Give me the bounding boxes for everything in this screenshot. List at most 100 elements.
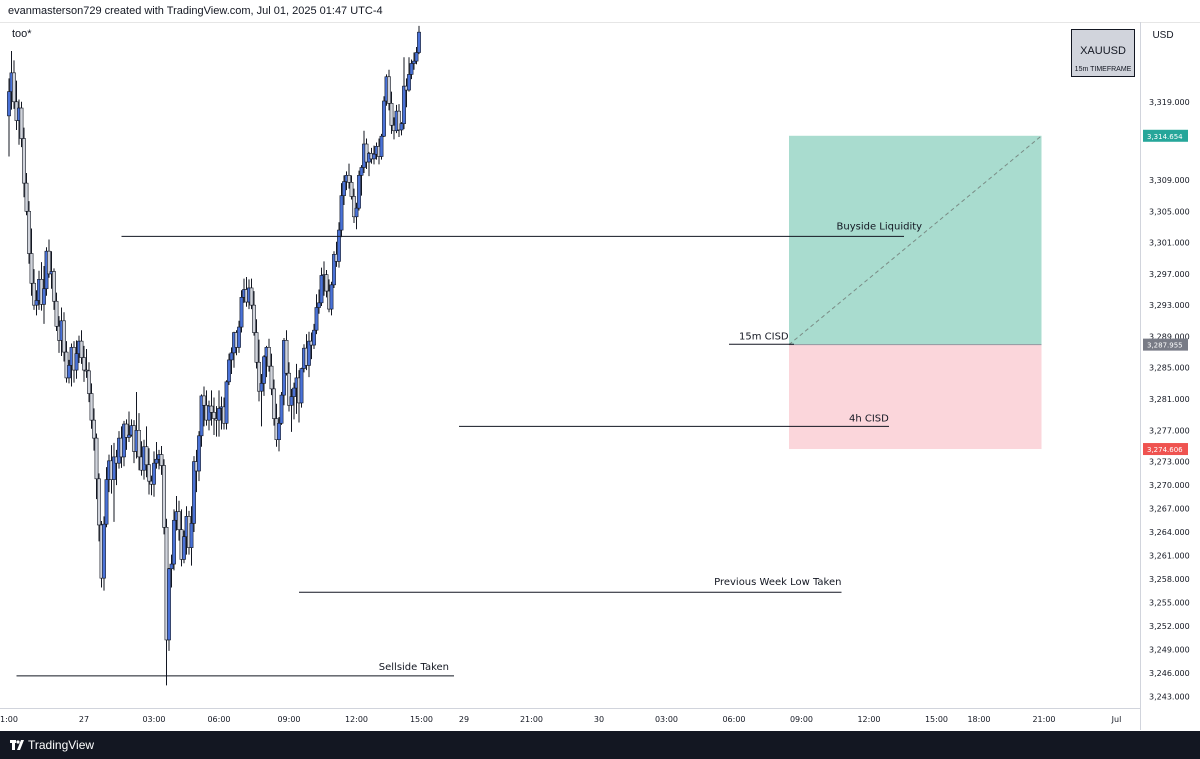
candle-body-down: [162, 465, 166, 528]
candle-body-down: [349, 182, 354, 197]
price-tick-label: 3,252.000: [1149, 622, 1190, 631]
time-tick-label: 12:00: [857, 715, 880, 724]
candle-body-up: [399, 123, 404, 131]
price-tick-label: 3,273.000: [1149, 458, 1190, 467]
price-badge-stop: 3,274.606: [1143, 443, 1188, 456]
candle: [314, 294, 319, 335]
price-axis-border: [1140, 22, 1141, 730]
level-label: Buyside Liquidity: [837, 221, 923, 232]
candle-body-up: [312, 329, 316, 346]
candlestick-chart[interactable]: Buyside Liquidity 15m CISD 4h CISD Previous…: [0, 0, 1200, 731]
candle: [319, 267, 324, 306]
candle-body-down: [27, 210, 31, 254]
candle-body-up: [104, 479, 109, 525]
price-tick-label: 3,301.000: [1149, 239, 1190, 248]
candle-body-up: [319, 275, 324, 304]
candle: [289, 388, 294, 432]
price-tick-label: 3,319.000: [1149, 98, 1190, 107]
candle: [267, 338, 271, 372]
candle-body-down: [387, 76, 391, 104]
price-tick-label: 3,258.000: [1149, 575, 1190, 584]
time-tick-label: 15:00: [925, 715, 948, 724]
candle: [317, 289, 321, 314]
candle-body-down: [267, 347, 271, 367]
price-badge-label: 3,314.654: [1147, 133, 1183, 141]
candle-body-up: [182, 536, 186, 560]
time-tick-label: 12:00: [345, 715, 368, 724]
candle-body-down: [249, 287, 254, 306]
time-tick-label: 21:00: [1032, 715, 1055, 724]
candle: [152, 451, 156, 497]
candle-body-up: [74, 353, 79, 371]
price-badge-box: [1143, 338, 1188, 351]
candle-body-up: [167, 568, 171, 641]
candle-body-up: [407, 74, 411, 91]
candle: [52, 268, 56, 310]
candle-body-up: [199, 395, 204, 437]
candle: [269, 353, 274, 396]
candle-body-down: [82, 357, 86, 371]
candle: [104, 467, 109, 528]
candle: [32, 269, 36, 310]
candle: [167, 567, 171, 651]
time-tick-label: 27: [79, 715, 89, 724]
candle-body-up: [332, 254, 336, 286]
candle: [199, 394, 204, 447]
candle-body-down: [47, 250, 51, 275]
candle-body-up: [279, 394, 284, 424]
price-tick-label: 3,281.000: [1149, 395, 1190, 404]
candle-body-down: [79, 340, 84, 358]
candle-body-up: [154, 458, 159, 464]
currency-button[interactable]: USD: [1152, 30, 1174, 41]
candle: [89, 383, 94, 429]
price-tick-label: 3,264.000: [1149, 528, 1190, 537]
candle: [399, 122, 404, 136]
candle: [342, 175, 346, 206]
candle: [407, 57, 411, 92]
candle-body-up: [382, 100, 386, 137]
candle: [239, 290, 244, 333]
candle: [417, 25, 421, 55]
time-axis[interactable]: 1:00 27 03:00 06:00 09:00 12:00 15:00 29 21:00 30…: [0, 715, 1121, 724]
candle: [312, 323, 316, 349]
position-zones: [788, 135, 1042, 450]
price-tick-label: 3,249.000: [1149, 645, 1190, 654]
candle: [224, 380, 229, 430]
candle-body-up: [379, 135, 384, 157]
candle: [177, 500, 181, 541]
candle-body-up: [317, 302, 321, 308]
candle-body-down: [209, 405, 214, 413]
candle-body-up: [67, 365, 71, 379]
candle-body-down: [147, 464, 151, 482]
candle: [237, 320, 241, 353]
candle: [409, 59, 414, 80]
timeframe-label: 15m TIMEFRAME: [1074, 66, 1132, 73]
candle: [272, 379, 276, 426]
candle-body-up: [169, 563, 174, 570]
candle: [197, 431, 201, 482]
candle-body-down: [144, 446, 149, 466]
candle: [227, 353, 231, 385]
time-tick-label: 09:00: [790, 715, 813, 724]
candle: [252, 291, 256, 336]
price-axis[interactable]: 3,319.000 3,309.000 3,305.000 3,301.000 3,29…: [1149, 98, 1190, 701]
candle: [127, 411, 131, 443]
levels-layer: Buyside Liquidity 15m CISD 4h CISD Previous…: [16, 221, 923, 677]
price-tick-label: 3,305.000: [1149, 207, 1190, 216]
time-tick-label: 21:00: [520, 715, 543, 724]
candle: [27, 201, 31, 264]
price-tick-label: 3,309.000: [1149, 176, 1190, 185]
stop-zone: [789, 344, 1042, 450]
candle-body-down: [257, 361, 261, 392]
price-tick-label: 3,255.000: [1149, 598, 1190, 607]
candle-body-down: [272, 388, 276, 419]
candle-body-up: [122, 423, 126, 458]
candle: [172, 509, 176, 571]
chart-layout-name[interactable]: too*: [12, 28, 32, 40]
time-tick-label: 09:00: [277, 715, 300, 724]
candle: [94, 433, 99, 500]
candle-body-down: [177, 511, 181, 530]
candle: [124, 419, 129, 450]
candle-body-down: [324, 274, 329, 292]
price-badge-label: 3,274.606: [1147, 446, 1183, 454]
